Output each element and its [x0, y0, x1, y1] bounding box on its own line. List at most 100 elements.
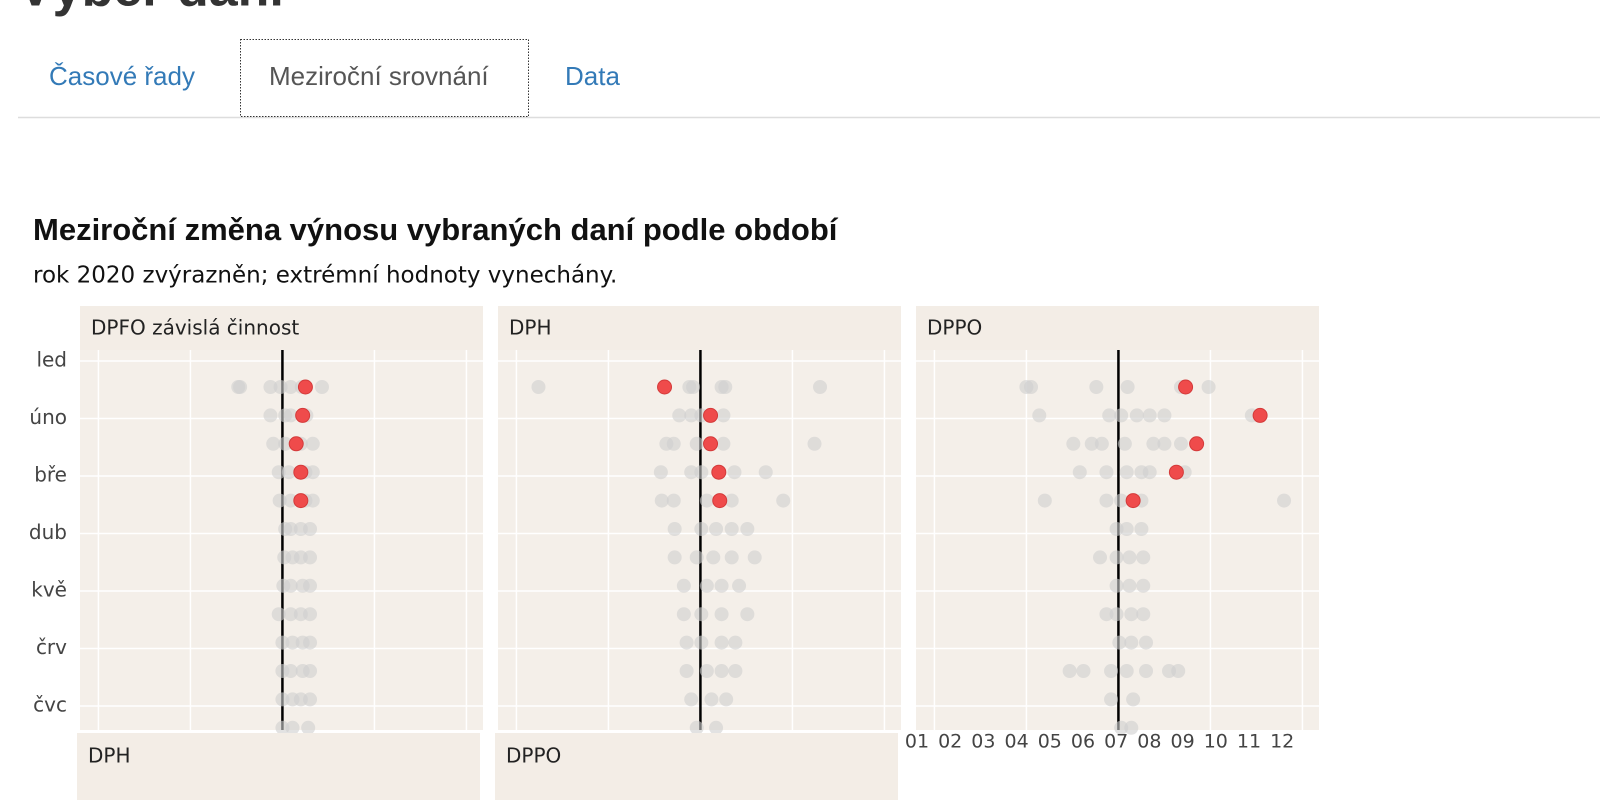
- point: [1104, 664, 1119, 678]
- point: [699, 578, 714, 593]
- point: [305, 493, 320, 508]
- point: [728, 664, 743, 678]
- panel-title: DPH: [509, 316, 552, 340]
- month-label: 12: [1270, 731, 1294, 753]
- month-label: 10: [1204, 731, 1228, 753]
- point: [1112, 635, 1127, 650]
- active-tab-frame: [240, 39, 529, 117]
- point: [1032, 408, 1047, 423]
- month-label: 01: [905, 731, 929, 753]
- point: [667, 550, 682, 565]
- point: [314, 380, 329, 394]
- tab[interactable]: Data: [565, 61, 620, 91]
- point: [1146, 436, 1161, 451]
- point: [1109, 550, 1124, 565]
- point: [689, 436, 704, 451]
- point: [1124, 720, 1139, 735]
- point: [1129, 408, 1144, 423]
- point: [1094, 436, 1109, 451]
- point: [275, 720, 290, 735]
- point: [706, 550, 721, 565]
- y-tick-label: bře: [34, 463, 67, 487]
- highlight-point: [1168, 464, 1184, 480]
- highlight-point: [1252, 407, 1268, 423]
- point: [1136, 550, 1151, 565]
- point: [1024, 380, 1039, 394]
- point: [1173, 436, 1188, 451]
- panel-strip: [80, 306, 483, 350]
- point: [285, 720, 300, 735]
- point: [301, 720, 316, 735]
- point: [719, 692, 734, 707]
- highlight-point: [293, 493, 309, 509]
- highlight-point: [295, 407, 311, 423]
- point: [1072, 465, 1087, 480]
- point: [303, 578, 318, 593]
- month-label: 06: [1071, 731, 1095, 753]
- y-tick-label: kvě: [31, 578, 67, 602]
- point: [732, 578, 747, 593]
- point: [740, 522, 755, 536]
- point: [758, 465, 773, 480]
- point: [1114, 720, 1129, 735]
- point: [1201, 380, 1216, 394]
- point: [271, 465, 286, 480]
- point: [666, 436, 681, 451]
- point: [699, 493, 714, 508]
- point: [694, 465, 709, 480]
- point: [285, 635, 300, 650]
- point: [1109, 522, 1124, 536]
- point: [1119, 664, 1134, 678]
- tab[interactable]: Časové řady: [49, 61, 195, 91]
- point: [1157, 408, 1172, 423]
- point: [272, 493, 287, 508]
- point: [694, 522, 709, 536]
- point: [271, 607, 286, 622]
- point: [1084, 436, 1099, 451]
- point: [281, 465, 296, 480]
- point: [676, 578, 691, 593]
- point: [1171, 664, 1186, 678]
- point: [1142, 408, 1157, 423]
- point: [727, 465, 742, 480]
- point: [531, 380, 546, 394]
- point: [694, 607, 709, 622]
- month-label: 02: [938, 731, 962, 753]
- point: [275, 635, 290, 650]
- point: [1122, 578, 1137, 593]
- point: [676, 607, 691, 622]
- month-label: 09: [1171, 731, 1195, 753]
- chart-title: Meziroční změna výnosu vybraných daní po…: [33, 212, 839, 247]
- point: [679, 664, 694, 678]
- point: [305, 465, 320, 480]
- point: [1062, 664, 1077, 678]
- panel-title: DPPO: [506, 744, 561, 768]
- point: [1134, 522, 1149, 536]
- month-label: 04: [1005, 731, 1029, 753]
- point: [303, 550, 318, 565]
- point: [684, 408, 699, 423]
- point: [1093, 550, 1108, 565]
- point: [699, 664, 714, 678]
- lower-panel: [77, 733, 480, 800]
- point: [278, 436, 293, 451]
- highlight-point: [1189, 436, 1205, 452]
- point: [303, 664, 318, 678]
- highlight-point: [703, 407, 719, 423]
- point: [718, 380, 733, 394]
- point: [263, 380, 278, 394]
- y-tick-label: črv: [36, 635, 67, 659]
- panel-title: DPPO: [927, 316, 982, 340]
- highlight-point: [288, 436, 304, 452]
- y-tick-label: led: [36, 348, 67, 372]
- point: [653, 465, 668, 480]
- point: [1099, 465, 1114, 480]
- point: [283, 607, 298, 622]
- point: [1076, 664, 1091, 678]
- point: [654, 493, 669, 508]
- point: [303, 522, 318, 536]
- point: [275, 692, 290, 707]
- point: [1126, 692, 1141, 707]
- tab-active[interactable]: Meziroční srovnání: [269, 61, 489, 91]
